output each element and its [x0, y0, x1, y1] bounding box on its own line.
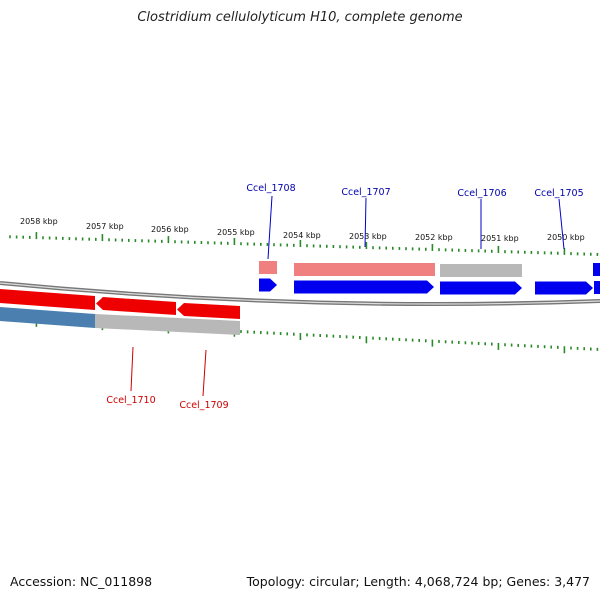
cds-feature[interactable]	[440, 281, 522, 295]
gene-feature[interactable]	[593, 263, 600, 276]
gene-label[interactable]: Ccel_1707	[341, 187, 390, 198]
kbp-label: 2058 kbp	[20, 217, 58, 226]
kbp-label: 2051 kbp	[481, 234, 519, 243]
label-leader	[558, 198, 565, 250]
kbp-label: 2055 kbp	[217, 228, 255, 237]
cds-feature[interactable]	[0, 289, 95, 310]
gene-label[interactable]: Ccel_1706	[457, 188, 506, 199]
kbp-label: 2054 kbp	[283, 231, 321, 240]
pseudo-feature[interactable]	[95, 314, 240, 335]
kbp-label: 2057 kbp	[86, 222, 124, 231]
gene-feature[interactable]	[0, 307, 95, 328]
gene-features	[0, 261, 600, 335]
accession-text: Accession: NC_011898	[10, 574, 153, 589]
cds-feature[interactable]	[96, 297, 176, 315]
kbp-label: 2053 kbp	[349, 232, 387, 241]
genome-backbone-inner	[0, 282, 600, 305]
label-leader	[364, 197, 367, 248]
kbp-label: 2050 kbp	[547, 233, 585, 242]
label-leader	[202, 349, 207, 397]
cds-feature[interactable]	[177, 303, 240, 319]
label-leader	[130, 346, 134, 392]
gene-label[interactable]: Ccel_1709	[179, 400, 228, 411]
gene-label[interactable]: Ccel_1710	[106, 395, 155, 406]
map-title: Clostridium cellulolyticum H10, complete…	[137, 10, 463, 25]
gene-label[interactable]: Ccel_1708	[246, 183, 295, 194]
pseudo-feature[interactable]	[440, 264, 522, 277]
cds-feature[interactable]	[294, 280, 434, 294]
cds-feature[interactable]	[594, 281, 600, 294]
gene-feature[interactable]	[259, 261, 277, 274]
label-leader	[267, 195, 273, 260]
kbp-label: 2052 kbp	[415, 233, 453, 242]
gene-label[interactable]: Ccel_1705	[534, 188, 583, 199]
kbp-label: 2056 kbp	[151, 225, 189, 234]
cds-feature[interactable]	[535, 281, 593, 295]
gene-feature[interactable]	[294, 263, 435, 276]
genome-summary-text: Topology: circular; Length: 4,068,724 bp…	[246, 574, 590, 589]
cds-feature[interactable]	[259, 278, 277, 292]
